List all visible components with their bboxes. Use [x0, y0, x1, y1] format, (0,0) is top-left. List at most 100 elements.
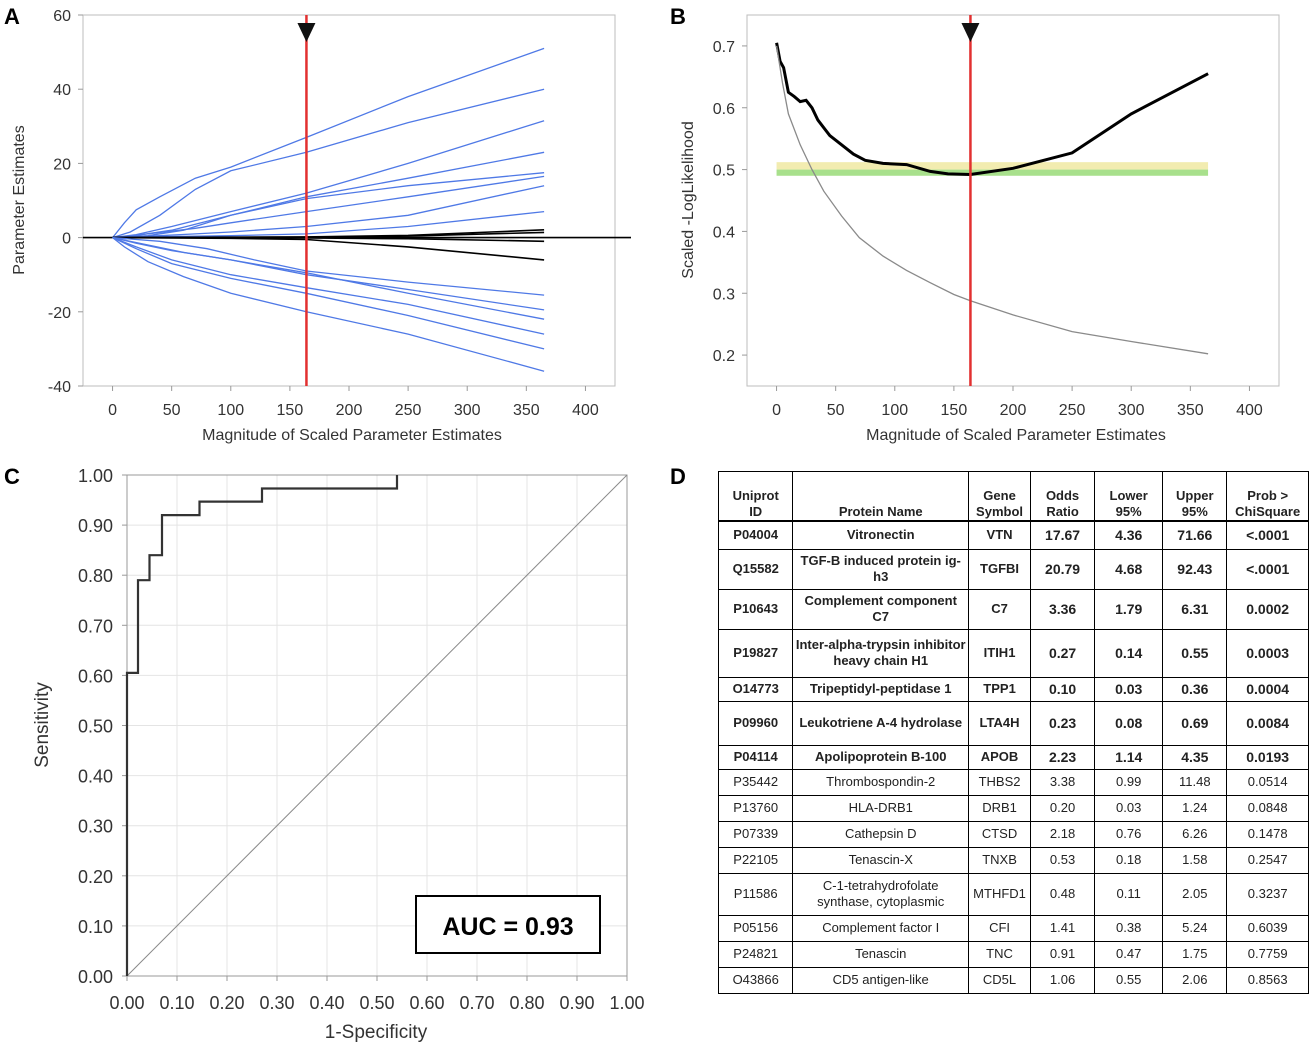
table-cell: Q15582 — [717, 548, 794, 590]
table-cell: 0.99 — [1094, 768, 1164, 796]
y-tick-label: 0.20 — [78, 867, 113, 887]
x-tick-label: 100 — [881, 402, 908, 419]
y-tick-label: 0.6 — [713, 101, 735, 118]
chart-a-x-axis-label: Magnitude of Scaled Parameter Estimates — [202, 427, 502, 444]
x-tick-label: 0.90 — [559, 993, 594, 1013]
parameter-path-0 — [112, 47, 545, 239]
selected-model-marker — [961, 23, 980, 42]
panel-label-a: A — [4, 4, 20, 29]
table-cell: 1.79 — [1094, 588, 1164, 630]
table-cell: 0.08 — [1094, 700, 1164, 746]
table-cell: CD5L — [968, 966, 1032, 994]
y-tick-label: 0.10 — [78, 917, 113, 937]
table-cell: 1.24 — [1162, 794, 1228, 822]
x-tick-label: 200 — [336, 402, 363, 419]
table-cell: MTHFD1 — [968, 872, 1032, 916]
table-cell: CFI — [968, 914, 1032, 942]
table-cell: 1.14 — [1094, 744, 1164, 770]
y-tick-label: 0.60 — [78, 666, 113, 686]
table-cell: 4.68 — [1094, 548, 1164, 590]
table-cell: APOB — [968, 744, 1032, 770]
parameter-path-14 — [112, 236, 545, 320]
parameter-path-6 — [112, 185, 545, 239]
table-cell: 0.0193 — [1226, 744, 1309, 770]
x-tick-label: 300 — [454, 402, 481, 419]
table-cell: 2.18 — [1030, 820, 1096, 848]
table-cell: P19827 — [717, 628, 794, 678]
table-row: P04004 Vitronectin VTN 17.67 4.36 71.66 <.0001 — [717, 520, 1309, 550]
table-row: P09960 Leukotriene A-4 hydrolase LTA4H 0.23… — [717, 700, 1309, 746]
table-cell: Tenascin-X — [792, 846, 970, 874]
col-uniprot-id: Uniprot ID — [717, 471, 794, 522]
parameter-path-1 — [112, 88, 545, 239]
chart-b-y-axis-label: Scaled -LogLikelihood — [680, 121, 697, 278]
y-tick-label: 60 — [53, 8, 71, 25]
y-tick-label: 0.40 — [78, 767, 113, 787]
table-cell: 0.38 — [1094, 914, 1164, 942]
likelihood-line-validation — [775, 42, 1209, 177]
roc-curve — [125, 475, 399, 976]
table-row: P10643 Complement component C7 C7 3.36 1.79 6… — [717, 588, 1309, 630]
table-cell: Cathepsin D — [792, 820, 970, 848]
y-tick-label: 1.00 — [78, 466, 113, 486]
table-cell: P11586 — [717, 872, 794, 916]
x-tick-label: 0.70 — [459, 993, 494, 1013]
table-cell: 1.58 — [1162, 846, 1228, 874]
col-upper-95: Upper 95% — [1162, 471, 1228, 522]
selected-model-marker — [297, 23, 316, 42]
x-tick-label: 250 — [1059, 402, 1086, 419]
table-cell: Apolipoprotein B-100 — [792, 744, 970, 770]
x-tick-label: 250 — [395, 402, 422, 419]
table-cell: 0.0002 — [1226, 588, 1309, 630]
table-cell: 71.66 — [1162, 520, 1228, 550]
table-cell: 0.10 — [1030, 676, 1096, 702]
table-row: Q15582 TGF-B induced protein ig-h3 TGFBI 20… — [717, 548, 1309, 590]
table-cell: 2.06 — [1162, 966, 1228, 994]
table-cell: 0.03 — [1094, 794, 1164, 822]
chart-a-y-axis-label: Parameter Estimates — [11, 125, 28, 274]
table-cell: 0.3237 — [1226, 872, 1309, 916]
band-yellow — [776, 162, 1209, 170]
table-cell: P13760 — [717, 794, 794, 822]
table-cell: 0.14 — [1094, 628, 1164, 678]
table-cell: VTN — [968, 520, 1032, 550]
table-cell: O43866 — [717, 966, 794, 994]
table-cell: 0.03 — [1094, 676, 1164, 702]
protein-table: Uniprot ID Protein Name Gene Symbol Odds Ra… — [717, 471, 1309, 994]
table-cell: CD5 antigen-like — [792, 966, 970, 994]
x-tick-label: 400 — [572, 402, 599, 419]
y-tick-label: 0.7 — [713, 39, 735, 56]
parameter-path-17 — [112, 237, 545, 372]
parameter-path-15 — [112, 236, 545, 335]
x-tick-label: 300 — [1118, 402, 1145, 419]
y-tick-label: -40 — [48, 379, 71, 396]
table-cell: P04114 — [717, 744, 794, 770]
auc-annotation-box — [415, 895, 601, 954]
chart-c-x-axis-label: 1-Specificity — [325, 1022, 428, 1043]
table-cell: DRB1 — [968, 794, 1032, 822]
table-cell: 3.38 — [1030, 768, 1096, 796]
likelihood-line-training — [775, 45, 1209, 355]
x-tick-label: 150 — [941, 402, 968, 419]
table-cell: <.0001 — [1226, 520, 1309, 550]
table-cell: Tenascin — [792, 940, 970, 968]
table-cell: P35442 — [717, 768, 794, 796]
table-row: P22105 Tenascin-X TNXB 0.53 0.18 1.58 0.2547 — [717, 846, 1309, 874]
panel-label-d: D — [670, 464, 686, 489]
table-cell: 0.69 — [1162, 700, 1228, 746]
table-cell: Inter-alpha-trypsin inhibitor heavy chai… — [792, 628, 970, 678]
table-cell: 6.26 — [1162, 820, 1228, 848]
y-tick-label: 0.00 — [78, 967, 113, 987]
x-tick-label: 50 — [827, 402, 845, 419]
col-prob-chisquare: Prob > ChiSquare — [1226, 471, 1309, 522]
parameter-path-16 — [112, 237, 545, 350]
table-cell: P24821 — [717, 940, 794, 968]
table-cell: P05156 — [717, 914, 794, 942]
table-cell: Vitronectin — [792, 520, 970, 550]
table-cell: P04004 — [717, 520, 794, 550]
panel-label-c: C — [4, 464, 20, 489]
x-tick-label: 0.00 — [109, 993, 144, 1013]
chart-b-plot-frame — [746, 14, 1280, 387]
x-tick-label: 0.30 — [259, 993, 294, 1013]
table-cell: Thrombospondin-2 — [792, 768, 970, 796]
